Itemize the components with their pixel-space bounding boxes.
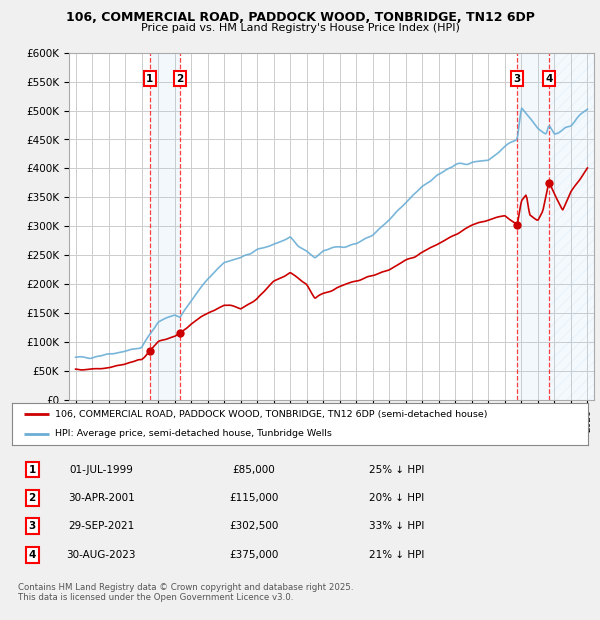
Text: Contains HM Land Registry data © Crown copyright and database right 2025.: Contains HM Land Registry data © Crown c… — [18, 583, 353, 592]
Text: £85,000: £85,000 — [233, 464, 275, 474]
Text: 30-AUG-2023: 30-AUG-2023 — [67, 549, 136, 560]
Text: 2: 2 — [176, 74, 184, 84]
Text: 3: 3 — [29, 521, 36, 531]
Bar — [150, 53, 180, 400]
Text: 106, COMMERCIAL ROAD, PADDOCK WOOD, TONBRIDGE, TN12 6DP: 106, COMMERCIAL ROAD, PADDOCK WOOD, TONB… — [65, 11, 535, 24]
Text: HPI: Average price, semi-detached house, Tunbridge Wells: HPI: Average price, semi-detached house,… — [55, 429, 332, 438]
Text: 4: 4 — [28, 549, 36, 560]
Bar — [517, 53, 549, 400]
Text: 25% ↓ HPI: 25% ↓ HPI — [369, 464, 424, 474]
Text: 2: 2 — [29, 493, 36, 503]
Bar — [549, 53, 594, 400]
Text: £375,000: £375,000 — [229, 549, 278, 560]
Text: 30-APR-2001: 30-APR-2001 — [68, 493, 134, 503]
Text: 3: 3 — [514, 74, 521, 84]
Text: 29-SEP-2021: 29-SEP-2021 — [68, 521, 134, 531]
Text: 106, COMMERCIAL ROAD, PADDOCK WOOD, TONBRIDGE, TN12 6DP (semi-detached house): 106, COMMERCIAL ROAD, PADDOCK WOOD, TONB… — [55, 410, 488, 419]
Text: 21% ↓ HPI: 21% ↓ HPI — [369, 549, 424, 560]
Text: £302,500: £302,500 — [229, 521, 278, 531]
Text: 1: 1 — [146, 74, 154, 84]
Text: 1: 1 — [29, 464, 36, 474]
Text: This data is licensed under the Open Government Licence v3.0.: This data is licensed under the Open Gov… — [18, 593, 293, 603]
Text: 33% ↓ HPI: 33% ↓ HPI — [369, 521, 424, 531]
Text: 01-JUL-1999: 01-JUL-1999 — [70, 464, 133, 474]
Text: Price paid vs. HM Land Registry's House Price Index (HPI): Price paid vs. HM Land Registry's House … — [140, 23, 460, 33]
Text: 20% ↓ HPI: 20% ↓ HPI — [369, 493, 424, 503]
Text: 4: 4 — [545, 74, 553, 84]
Text: £115,000: £115,000 — [229, 493, 278, 503]
